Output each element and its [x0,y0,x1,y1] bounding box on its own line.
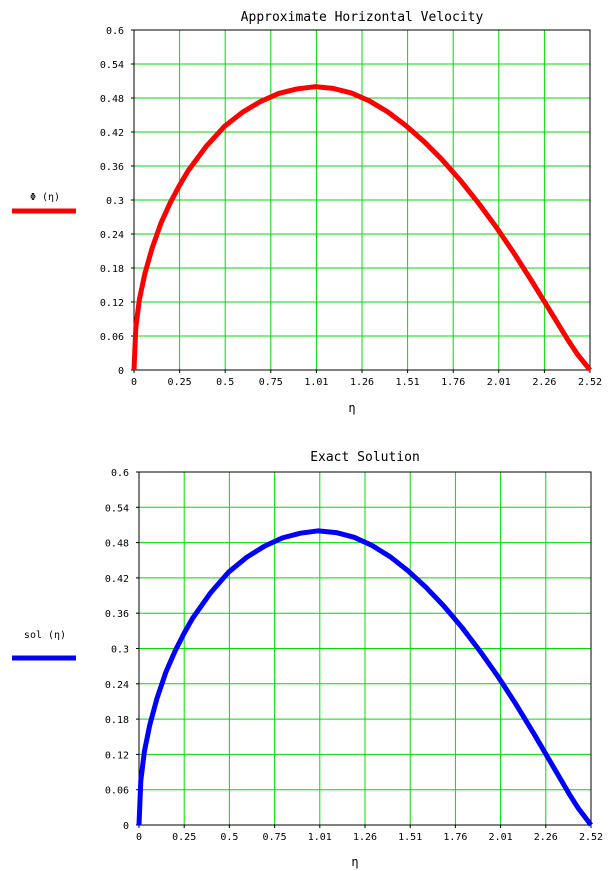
x-tick-label: 0.5 [220,832,238,843]
x-tick-label: 1.01 [308,832,332,843]
y-tick-label: 0.36 [100,162,124,173]
y-tick-label: 0.6 [106,26,124,37]
y-tick-label: 0.18 [100,264,124,275]
y-tick-label: 0.12 [100,298,124,309]
y-tick-label: 0 [123,821,129,832]
y-tick-label: 0.12 [105,750,129,761]
y-tick-label: 0.3 [111,645,129,656]
x-tick-label: 2.52 [579,832,603,843]
y-axis-label: Φ (η) [30,192,60,203]
exact-solution-chart: Exact Solution 0 0.06 0.12 0.18 0.24 0.3 0.36 0.… [12,450,603,869]
y-axis-label: sol (η) [24,630,66,641]
x-tick-label: 0.5 [216,377,234,388]
y-tick-label: 0.42 [100,128,124,139]
x-tick-label: 2.01 [489,832,513,843]
x-axis-label: η [348,401,355,415]
y-tick-label: 0 [118,366,124,377]
x-tick-label: 2.01 [487,377,511,388]
y-tick-label: 0.48 [100,94,124,105]
y-tick-label: 0.3 [106,196,124,207]
x-tick-label: 1.51 [398,832,422,843]
x-axis-label: η [351,855,358,869]
y-tick-label: 0.18 [105,715,129,726]
y-tick-label: 0.06 [100,332,124,343]
x-tick-label: 1.51 [396,377,420,388]
y-tick-label: 0.6 [111,468,129,479]
chart-title: Approximate Horizontal Velocity [241,10,484,25]
y-tick-label: 0.54 [100,60,124,71]
chart-title: Exact Solution [310,450,420,465]
series-line [131,84,592,372]
x-tick-label: 0 [136,832,142,843]
y-tick-label: 0.48 [105,539,129,550]
x-tick-label: 0 [131,377,137,388]
y-tick-label: 0.36 [105,609,129,620]
x-tick-label: 1.26 [353,832,377,843]
x-tick-label: 1.76 [441,377,465,388]
x-tick-label: 0.75 [259,377,283,388]
y-tick-label: 0.54 [105,503,129,514]
series-line [136,528,593,827]
y-tick-label: 0.06 [105,786,129,797]
y-tick-label: 0.42 [105,574,129,585]
approximate-velocity-chart: Approximate Horizontal Velocity 0 0.06 0.12… [12,10,602,415]
x-tick-label: 1.76 [443,832,467,843]
x-tick-label: 0.25 [172,832,196,843]
y-tick-label: 0.24 [105,680,129,691]
x-tick-label: 0.75 [263,832,287,843]
x-tick-label: 1.01 [304,377,328,388]
x-tick-label: 0.25 [168,377,192,388]
x-tick-label: 1.26 [350,377,374,388]
y-tick-label: 0.24 [100,230,124,241]
x-tick-label: 2.26 [534,832,558,843]
x-tick-label: 2.52 [578,377,602,388]
x-tick-label: 2.26 [532,377,556,388]
